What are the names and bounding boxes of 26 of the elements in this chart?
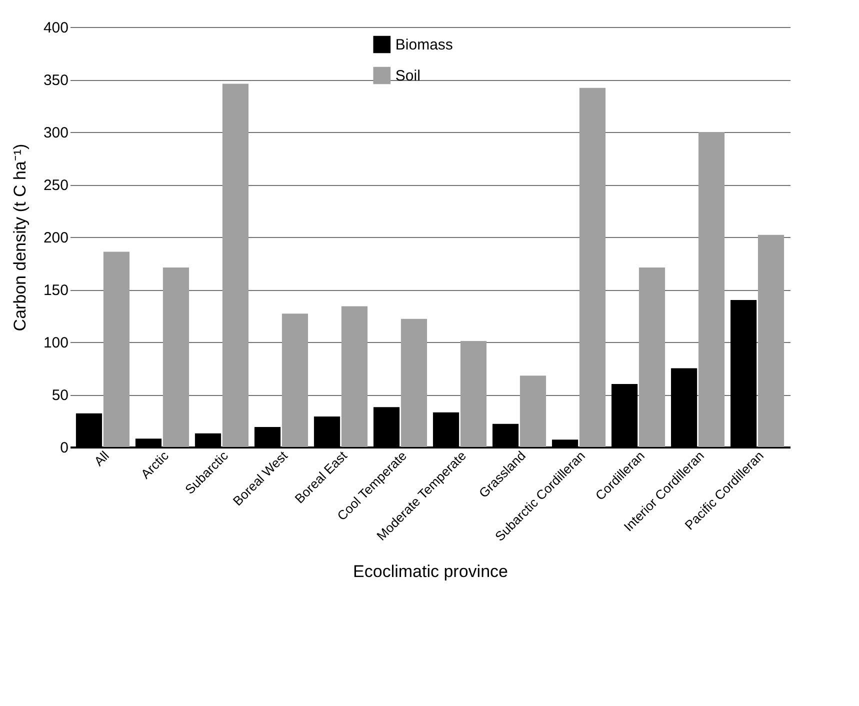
bar xyxy=(520,376,546,447)
legend-label: Soil xyxy=(395,68,420,84)
bar xyxy=(282,314,308,447)
bar xyxy=(341,306,368,447)
bar xyxy=(698,132,725,447)
bar xyxy=(103,252,130,447)
legend-label: Biomass xyxy=(395,36,453,54)
bar xyxy=(162,267,190,447)
bar xyxy=(579,88,606,447)
y-tick-label: 150 xyxy=(43,282,68,299)
bar xyxy=(460,340,487,447)
y-axis-title: Carbon density (t C ha⁻¹) xyxy=(10,144,30,332)
y-tick-label: 350 xyxy=(43,72,68,89)
y-tick-label: 100 xyxy=(43,334,68,352)
y-tick-label: 200 xyxy=(43,230,68,246)
bar xyxy=(400,318,428,447)
y-tick-label: 0 xyxy=(60,440,68,456)
x-axis-title: Ecoclimatic province xyxy=(353,562,508,582)
x-tick-label: All xyxy=(91,448,112,469)
bar xyxy=(758,234,784,447)
y-tick-label: 300 xyxy=(43,124,68,142)
y-tick-label: 400 xyxy=(43,20,68,36)
bar xyxy=(638,267,666,447)
y-tick-label: 50 xyxy=(52,387,68,404)
y-tick-label: 250 xyxy=(43,177,68,194)
bar xyxy=(222,84,249,447)
